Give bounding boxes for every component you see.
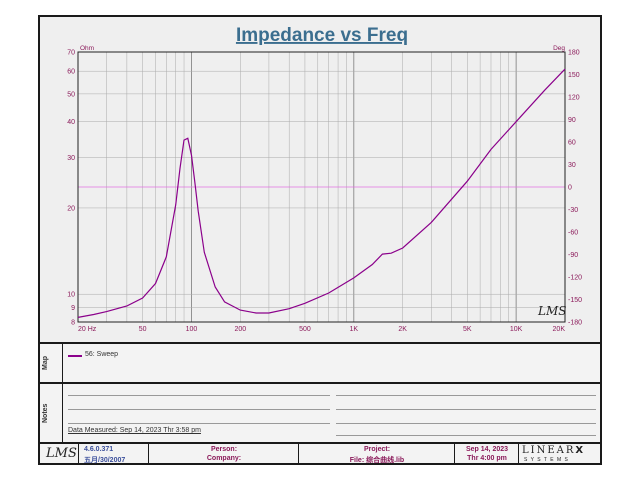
- y-tick-label: 70: [67, 50, 75, 57]
- y-right-unit: Deg: [553, 45, 565, 52]
- y2-tick-label: 0: [568, 185, 572, 192]
- brand-name: LINEARX: [522, 445, 585, 456]
- map-section-label: Map: [42, 356, 49, 370]
- notes-side-divider: [62, 384, 63, 442]
- x-tick-label: 10K: [510, 326, 523, 333]
- footer-file-label: File: 综合曲线.lib: [349, 457, 405, 464]
- footer-time: Thr 4:00 pm: [467, 455, 507, 462]
- notes-line: [336, 395, 596, 396]
- y-tick-label: 50: [67, 91, 75, 98]
- notes-line: [336, 435, 596, 436]
- footer-version-date: 五月/30/2007: [84, 457, 126, 464]
- chart: Impedance vs Freq Ohm Deg 20 Hz 50 100 200 5…: [40, 17, 600, 342]
- y-tick-label: 40: [67, 119, 75, 126]
- footer-logo: LMS: [46, 446, 77, 461]
- legend-entry: 56: Sweep: [85, 351, 119, 358]
- y2-tick-label: -90: [568, 252, 578, 259]
- y2-tick-label: -120: [568, 275, 582, 282]
- notes-line: [336, 409, 596, 410]
- series-line: [77, 68, 566, 318]
- plot-frame: Impedance vs Freq Ohm Deg 20 Hz 50 100 200 5…: [38, 15, 602, 465]
- y-tick-label: 9: [71, 305, 75, 312]
- y-tick-label: 10: [67, 292, 75, 299]
- footer-person-label: Person:: [210, 446, 238, 453]
- y2-tick-label: 90: [568, 117, 576, 124]
- footer-company-label: Company:: [206, 455, 242, 462]
- plot-logo: LMS: [537, 304, 566, 318]
- footer-divider: [454, 444, 455, 463]
- x-tick-label: 5K: [463, 326, 472, 333]
- x-tick-label: 100: [186, 326, 198, 333]
- x-tick-label: 200: [234, 326, 246, 333]
- notes-line: [68, 409, 330, 410]
- notes-line: [68, 395, 330, 396]
- footer-version: 4.6.0.371: [84, 446, 114, 453]
- y2-tick-label: 60: [568, 140, 576, 147]
- x-tick-label: 50: [139, 326, 147, 333]
- divider-map: [40, 342, 600, 344]
- y-tick-label: 60: [67, 69, 75, 76]
- y-tick-label: 20: [67, 205, 75, 212]
- grid: [77, 51, 566, 323]
- y2-tick-label: 180: [568, 50, 580, 57]
- x-tick-label: 20 Hz: [78, 326, 97, 333]
- y2-tick-label: -30: [568, 207, 578, 214]
- x-tick-label: 500: [299, 326, 311, 333]
- notes-line: [68, 423, 330, 424]
- y2-tick-label: 150: [568, 72, 580, 79]
- y2-tick-label: 120: [568, 95, 580, 102]
- footer-divider: [148, 444, 149, 463]
- footer-date: Sep 14, 2023: [465, 446, 509, 453]
- tick-labels: 20 Hz 50 100 200 500 1K 2K 5K 10K 20K706050403020…: [67, 50, 582, 334]
- series-layer: [77, 68, 566, 318]
- x-tick-label: 2K: [398, 326, 407, 333]
- y-tick-label: 8: [71, 320, 75, 327]
- footer-project-label: Project:: [363, 446, 391, 453]
- brand-x: X: [575, 445, 586, 456]
- plot-area: [77, 51, 566, 323]
- y-tick-label: 30: [67, 155, 75, 162]
- y2-tick-label: -150: [568, 297, 582, 304]
- brand-text: LINEAR: [522, 445, 576, 456]
- y-left-unit: Ohm: [80, 45, 94, 52]
- footer-divider: [518, 444, 519, 463]
- legend-swatch: [68, 355, 82, 357]
- y2-tick-label: -180: [568, 320, 582, 327]
- divider-notes: [40, 382, 600, 384]
- y2-tick-label: 30: [568, 162, 576, 169]
- map-side-divider: [62, 344, 63, 382]
- x-tick-label: 20K: [553, 326, 566, 333]
- y2-tick-label: -60: [568, 230, 578, 237]
- notes-line: [336, 423, 596, 424]
- footer-divider: [78, 444, 79, 463]
- footer-divider: [298, 444, 299, 463]
- notes-section-label: Notes: [42, 403, 49, 423]
- brand-sub: S Y S T E M S: [524, 457, 569, 463]
- data-measured-text: Data Measured: Sep 14, 2023 Thr 3:58 pm: [68, 427, 201, 434]
- x-tick-label: 1K: [350, 326, 359, 333]
- chart-title: Impedance vs Freq: [236, 25, 408, 46]
- divider-footer: [40, 442, 600, 444]
